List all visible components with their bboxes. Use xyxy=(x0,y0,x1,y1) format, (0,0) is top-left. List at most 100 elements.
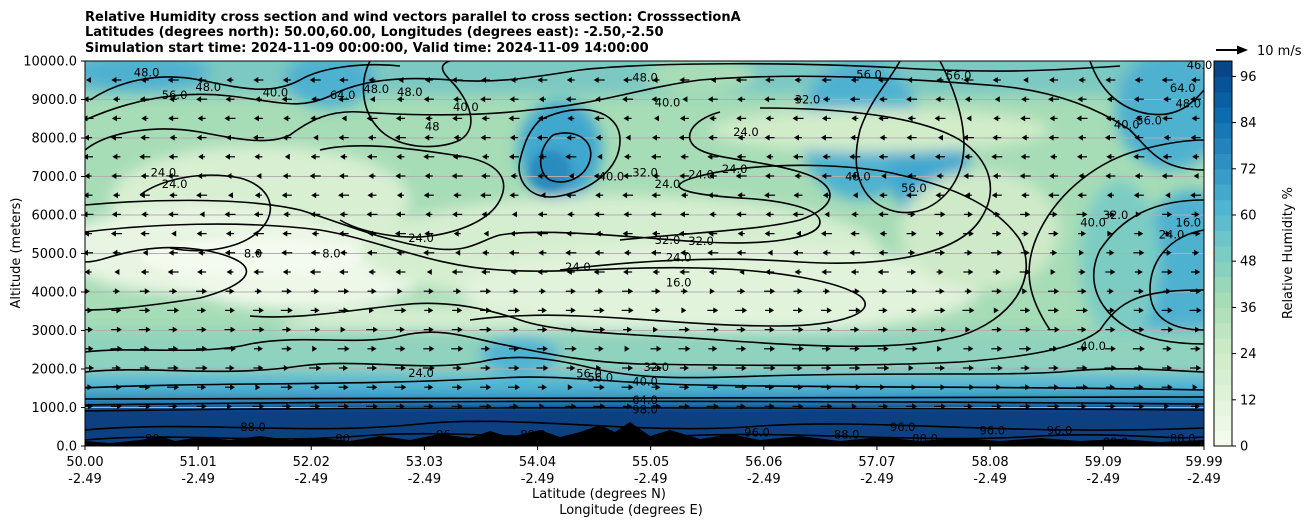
wind-vector-head xyxy=(339,173,345,179)
plot-area xyxy=(85,61,1204,446)
wind-vector-head xyxy=(400,345,406,352)
wind-vector-head xyxy=(710,77,716,83)
wind-vector-head xyxy=(907,77,913,83)
wind-vector-head xyxy=(882,307,888,314)
wind-vector-head xyxy=(1133,192,1139,199)
wind-vector-head xyxy=(878,211,884,218)
wind-vector-head xyxy=(712,345,718,352)
wind-vector-head xyxy=(1135,211,1141,218)
wind-vector-head xyxy=(1133,153,1139,160)
wind-vector-head xyxy=(651,96,657,103)
contour-label: 56.0 xyxy=(856,67,882,81)
wind-vector-head xyxy=(566,230,572,237)
quiver-key-arrowhead xyxy=(1237,45,1248,55)
wind-vector-head xyxy=(86,77,91,83)
wind-vector-head xyxy=(398,77,404,83)
wind-vector-head xyxy=(940,307,946,314)
wind-vector-head xyxy=(652,77,658,83)
wind-vector-head xyxy=(286,345,292,352)
wind-vector-head xyxy=(485,345,491,352)
wind-vector-head xyxy=(282,77,288,83)
contour-label: 56.0 xyxy=(946,69,972,83)
wind-vector-head xyxy=(513,403,519,410)
wind-vector-head xyxy=(770,365,776,371)
wind-vector-head xyxy=(1138,230,1144,237)
colorbar-tick-label: 72 xyxy=(1240,162,1257,177)
contour-label: 96.0 xyxy=(744,426,770,440)
wind-vector-head xyxy=(1139,403,1145,410)
wind-vector-head xyxy=(657,365,662,371)
wind-vector-head xyxy=(370,96,375,103)
wind-vector-head xyxy=(394,230,400,237)
wind-vector-head xyxy=(1135,115,1141,122)
wind-vector-head xyxy=(912,288,918,295)
contour-label: 40.0 xyxy=(263,86,289,100)
wind-vector-head xyxy=(821,115,827,122)
wind-vector-head xyxy=(252,230,258,237)
wind-vector-head xyxy=(85,269,90,275)
contour-label: 64.0 xyxy=(330,88,356,102)
wind-vector-head xyxy=(1023,230,1029,237)
contour-line-lower-2 xyxy=(85,356,1204,379)
contour-label: 88.0 xyxy=(1170,431,1196,445)
wind-vector-head xyxy=(453,134,459,141)
contour-label: 24.0 xyxy=(733,125,759,139)
contour-line-upper-2 xyxy=(85,62,1121,121)
wind-vector-head xyxy=(1134,134,1140,141)
contour-label: 48.0 xyxy=(195,80,221,94)
wind-vector-head xyxy=(339,77,345,83)
wind-vector-head xyxy=(708,230,714,237)
wind-vector-head xyxy=(371,345,377,352)
wind-vector-head xyxy=(253,77,259,83)
wind-vector-head xyxy=(849,249,855,256)
wind-vector-head xyxy=(652,134,657,141)
wind-vector-head xyxy=(537,77,543,83)
wind-vector-head xyxy=(939,230,944,237)
wind-vector-head xyxy=(168,211,174,218)
wind-vector-head xyxy=(145,384,151,391)
contour-label: 40.0 xyxy=(599,170,625,184)
wind-vector-head xyxy=(1054,384,1060,391)
contour-label: 80 xyxy=(335,431,350,445)
wind-vector-head xyxy=(286,326,292,333)
wind-vector-head xyxy=(708,173,714,179)
wind-vector-head xyxy=(651,192,657,199)
wind-vector-head xyxy=(1137,269,1143,275)
wind-vector-head xyxy=(373,326,378,333)
wind-vector-head xyxy=(282,134,288,141)
contour-label: 32.0 xyxy=(688,234,714,248)
colorbar-level xyxy=(1214,91,1232,108)
wind-vector-head xyxy=(769,326,775,333)
wind-vector-head xyxy=(252,134,258,141)
wind-vector-head xyxy=(878,153,884,160)
contour-label: 24.0 xyxy=(688,168,714,182)
wind-vector-head xyxy=(766,153,772,160)
contour-label: 24.0 xyxy=(565,260,591,274)
wind-vector-head xyxy=(482,153,488,160)
wind-vector-head xyxy=(912,403,918,410)
wind-vector-head xyxy=(794,77,800,83)
wind-vector-head xyxy=(1105,77,1111,83)
wind-vector-head xyxy=(311,230,317,237)
x-tick-label-lat: 53.03 xyxy=(406,455,443,470)
wind-vector-head xyxy=(173,365,179,371)
wind-vector-head xyxy=(1107,230,1113,237)
wind-vector-head xyxy=(1192,153,1198,160)
wind-vector-head xyxy=(1083,384,1088,391)
wind-vector-head xyxy=(451,77,457,83)
wind-vector-head xyxy=(343,384,349,391)
wind-vector-head xyxy=(514,345,519,352)
wind-vector-head xyxy=(1161,77,1167,83)
wind-vector-head xyxy=(827,326,833,333)
wind-vector-head xyxy=(1021,96,1027,103)
wind-vector-head xyxy=(680,249,686,256)
wind-vector-head xyxy=(567,384,573,391)
contour-label: 96.0 xyxy=(890,420,916,434)
wind-vector-head xyxy=(485,365,491,371)
wind-vector-head xyxy=(822,192,828,199)
wind-vector-head xyxy=(821,173,827,179)
wind-vector-head xyxy=(1076,115,1082,122)
wind-vector-head xyxy=(452,211,458,218)
wind-vector-head xyxy=(85,96,89,103)
wind-vector-head xyxy=(991,153,997,160)
